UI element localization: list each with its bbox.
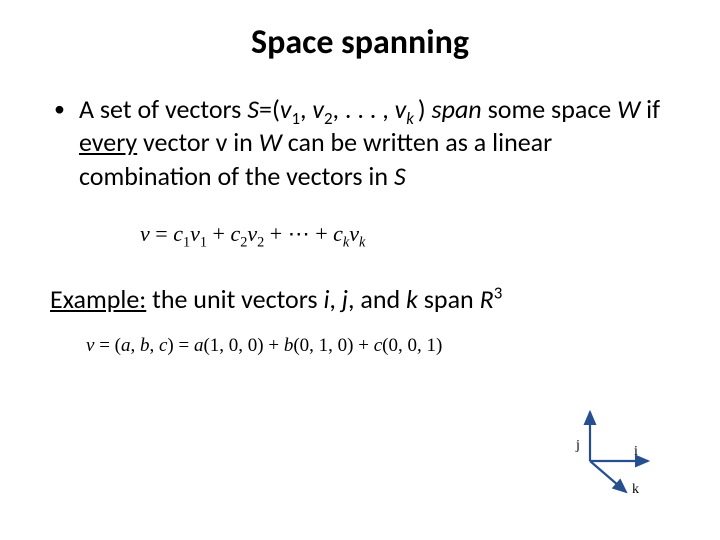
f2-close: ) = xyxy=(167,335,194,356)
var-W: W xyxy=(259,126,282,158)
sup-3: 3 xyxy=(494,282,503,303)
slide-container: Space spanning • A set of vectors S=(v1,… xyxy=(0,0,720,540)
text-frag: if xyxy=(640,93,660,125)
f-c: c xyxy=(173,221,183,246)
f2-t1: (1, 0, 0) + xyxy=(203,335,283,356)
text-frag: ) xyxy=(418,93,432,125)
word-span: span xyxy=(431,93,481,125)
axis-k-line xyxy=(590,461,626,492)
var-v: v xyxy=(312,93,324,125)
f2-c: , xyxy=(149,335,159,356)
axis-k-label: k xyxy=(632,482,639,498)
f2-b2: b xyxy=(284,335,294,356)
axis-svg xyxy=(542,406,662,506)
word-every: every xyxy=(79,126,137,158)
axis-j-label: j xyxy=(576,438,580,454)
f-vk: v xyxy=(349,221,359,246)
text-frag: A set of vectors xyxy=(79,93,247,125)
bullet-dot: • xyxy=(54,93,65,125)
text-frag: , . . . , xyxy=(333,93,395,125)
text-frag: span xyxy=(418,283,480,315)
f-dots: + ⋯ + xyxy=(264,221,333,246)
example-line: Example: the unit vectors i, j, and k sp… xyxy=(50,283,670,317)
var-k: k xyxy=(406,283,418,315)
var-S: S xyxy=(247,93,259,125)
text-frag: , xyxy=(329,283,341,315)
f-plus: + xyxy=(207,221,230,246)
f2-t2: (0, 1, 0) + xyxy=(293,335,373,356)
f-v1: v xyxy=(190,221,200,246)
text-frag: the unit vectors xyxy=(146,283,323,315)
f-s1b: 1 xyxy=(200,234,207,250)
example-label: Example: xyxy=(50,283,146,315)
var-v: v xyxy=(395,93,407,125)
var-R: R xyxy=(480,283,494,315)
formula-unit-vectors: v = (a, b, c) = a(1, 0, 0) + b(0, 1, 0) … xyxy=(86,335,442,357)
axis-i-label: i xyxy=(634,444,638,460)
f2-c2: c xyxy=(374,335,382,356)
f2-c: , xyxy=(130,335,140,356)
f-v2: v xyxy=(247,221,257,246)
text-frag: vector v in xyxy=(137,126,259,158)
formula-linear-combination: v = c1v1 + c2v2 + ⋯ + ckvk xyxy=(140,221,670,247)
var-v: v xyxy=(280,93,292,125)
var-W: W xyxy=(617,93,640,125)
f-c2: c xyxy=(230,221,240,246)
f2-eq: = ( xyxy=(94,335,121,356)
text-frag: , and xyxy=(348,283,406,315)
f-ck: c xyxy=(333,221,343,246)
text-frag: =( xyxy=(259,93,280,125)
f-eq: = xyxy=(150,221,173,246)
f-skb: k xyxy=(359,234,365,250)
formula2-row: v = (a, b, c) = a(1, 0, 0) + b(0, 1, 0) … xyxy=(50,335,670,357)
text-frag: , xyxy=(300,93,312,125)
f2-t3: (0, 0, 1) xyxy=(382,335,442,356)
axis-diagram: j i k xyxy=(542,406,662,506)
f-v: v xyxy=(140,221,150,246)
bullet-item: • A set of vectors S=(v1, v2, . . . , vk… xyxy=(50,93,670,193)
text-frag: some space xyxy=(482,93,617,125)
bullet-text: A set of vectors S=(v1, v2, . . . , vk )… xyxy=(79,93,670,193)
slide-title: Space spanning xyxy=(50,22,670,63)
var-S: S xyxy=(394,160,406,192)
